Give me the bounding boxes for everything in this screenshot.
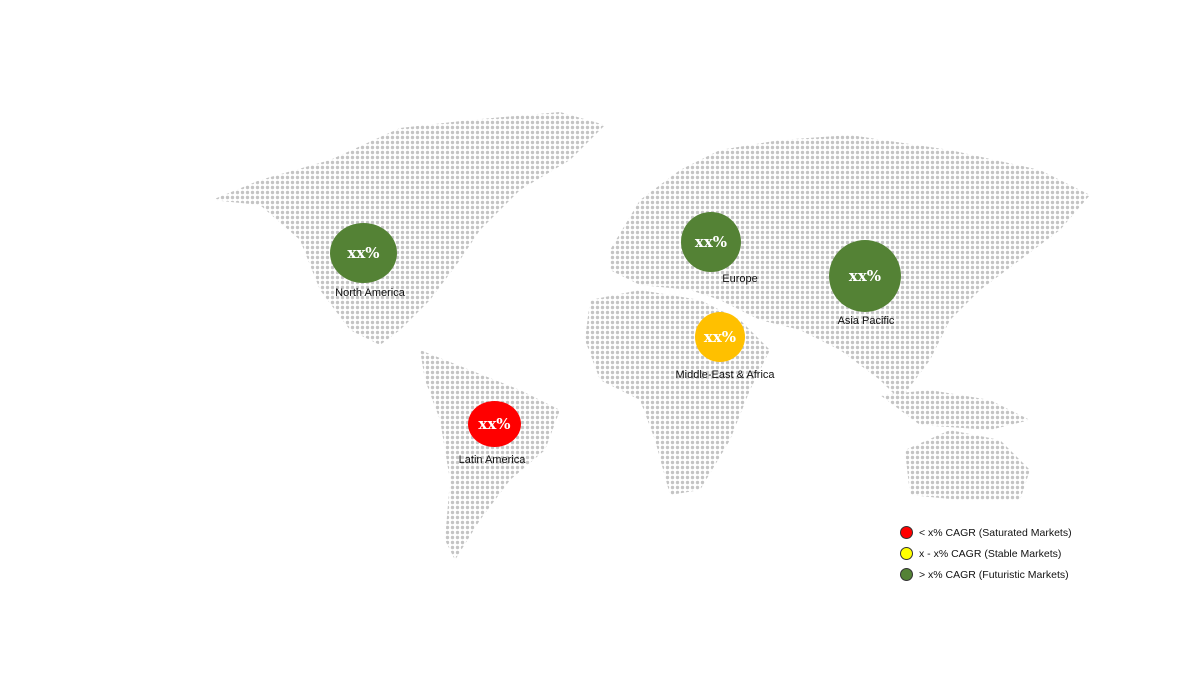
region-bubble-north-america[interactable]: xx% <box>330 223 397 283</box>
legend-swatch-red <box>900 526 913 539</box>
region-value: xx% <box>478 415 511 433</box>
landmass-latin-america <box>420 350 560 560</box>
legend: < x% CAGR (Saturated Markets) x - x% CAG… <box>900 522 1072 585</box>
legend-label: x - x% CAGR (Stable Markets) <box>919 547 1062 560</box>
landmass-africa <box>585 290 770 495</box>
region-label-asia-pacific: Asia Pacific <box>837 315 895 327</box>
legend-swatch-green <box>900 568 913 581</box>
region-bubble-asia-pacific[interactable]: xx% <box>829 240 901 312</box>
region-label-north-america: North America <box>335 287 405 299</box>
landmass-southeast-asia <box>880 390 1030 430</box>
region-label-europe: Europe <box>722 273 758 285</box>
region-bubble-latin-america[interactable]: xx% <box>468 401 521 447</box>
region-value: xx% <box>848 267 882 285</box>
legend-label: > x% CAGR (Futuristic Markets) <box>919 568 1069 581</box>
legend-item-stable: x - x% CAGR (Stable Markets) <box>900 543 1072 564</box>
region-value: xx% <box>347 244 380 262</box>
region-value: xx% <box>694 233 728 251</box>
legend-item-futuristic: > x% CAGR (Futuristic Markets) <box>900 564 1072 585</box>
region-label-middle-east-africa: Middle-East & Africa <box>675 369 775 381</box>
region-value: xx% <box>703 328 737 346</box>
region-bubble-middle-east-africa[interactable]: xx% <box>695 312 745 362</box>
legend-swatch-yellow <box>900 547 913 560</box>
landmass-australia <box>905 430 1030 500</box>
legend-item-saturated: < x% CAGR (Saturated Markets) <box>900 522 1072 543</box>
region-label-latin-america: Latin America <box>458 454 526 466</box>
legend-label: < x% CAGR (Saturated Markets) <box>919 526 1072 539</box>
landmass-north-america <box>212 112 605 345</box>
region-bubble-europe[interactable]: xx% <box>681 212 741 272</box>
